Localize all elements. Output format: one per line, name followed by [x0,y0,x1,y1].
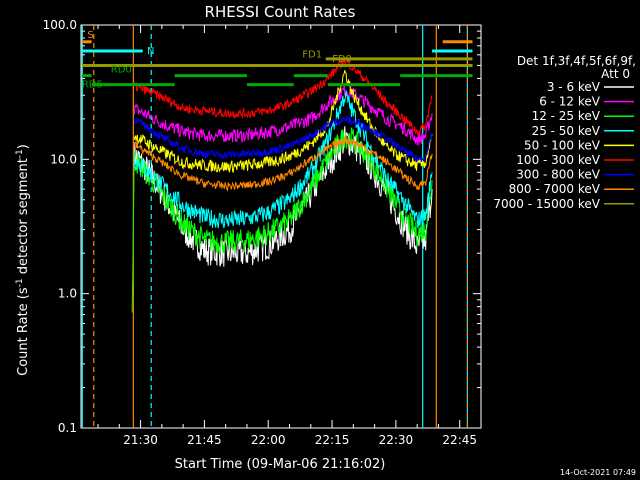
legend-label: 25 - 50 keV [532,124,601,138]
series-line [133,90,433,229]
legend-label: 6 - 12 keV [539,95,601,109]
series-line [133,57,433,136]
series-line [133,136,433,192]
x-tick-label: 21:30 [123,433,158,447]
data-layer [81,25,473,428]
x-axis-label: Start Time (09-Mar-06 21:16:02) [175,457,386,472]
legend-label: 7000 - 15000 keV [493,197,600,211]
plot-frame [80,24,482,429]
series-line [133,126,433,267]
x-tick-label: 22:15 [315,433,350,447]
y-tick-label: 100.0 [43,18,77,32]
series-line [131,127,433,313]
legend: Det 1f,3f,4f,5f,6f,9f, Att 0 3 - 6 keV6 … [493,54,636,211]
chart-title: RHESSI Count Rates [205,3,356,21]
legend-label: 800 - 7000 keV [509,182,601,196]
x-tick-label: 22:00 [251,433,286,447]
legend-label: 3 - 6 keV [547,80,601,94]
y-tick-label: 1.0 [58,287,77,301]
legend-label: 300 - 800 keV [516,168,600,182]
y-axis-label: Count Rate (s-1 detector segment-1) [15,144,31,376]
legend-label: 12 - 25 keV [532,109,601,123]
y-tick-label: 10.0 [50,152,77,166]
series-line [133,70,433,174]
legend-header-attenuator: Att 0 [601,67,630,81]
timestamp: 14-Oct-2021 07:49 [560,468,636,477]
flag-label: FD1 [302,49,322,60]
flag-label: RD5 [82,80,103,91]
x-tick-label: 22:45 [442,433,477,447]
legend-label: 100 - 300 keV [516,153,600,167]
series-line [133,114,433,163]
series-line [133,84,433,146]
x-tick-label: 21:45 [187,433,222,447]
y-tick-label: 0.1 [58,421,77,435]
x-tick-label: 22:30 [379,433,414,447]
flag-label: RD0 [111,65,132,76]
flag-label: N [147,46,154,57]
legend-label: 50 - 100 keV [524,138,601,152]
flag-label: FD0 [332,54,352,65]
legend-header-detectors: Det 1f,3f,4f,5f,6f,9f, [517,54,636,68]
plot-area: 100.0 10.0 1.0 0.1 21:30 21:45 22:00 22:15 22:30… [43,18,482,447]
flag-label: S [87,30,93,41]
